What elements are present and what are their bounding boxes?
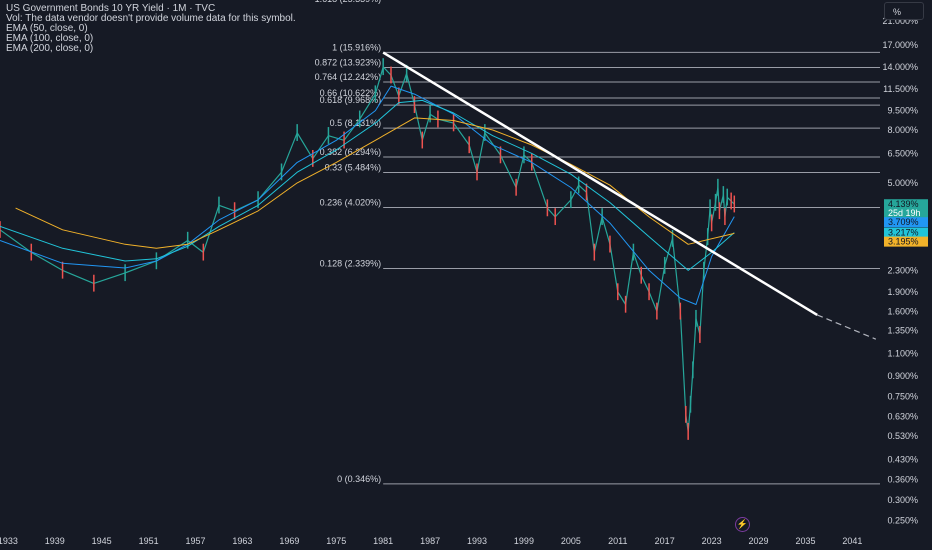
y-tick-label: 0.630% [887, 411, 918, 421]
y-tick-label: 0.900% [887, 371, 918, 381]
x-tick-label: 1963 [232, 536, 252, 546]
fib-label-5: 0.5 (8.131%) [330, 118, 382, 128]
y-tick-label: 0.430% [887, 454, 918, 464]
fib-label-1: 0.872 (13.923%) [315, 58, 382, 68]
y-tick-label: 17.000% [882, 40, 918, 50]
x-tick-label: 2011 [608, 536, 627, 546]
fib-label-6: 0.382 (6.294%) [320, 147, 382, 157]
x-tick-label: 1999 [514, 536, 534, 546]
last-value-tag: 3.195% [888, 237, 919, 247]
last-value-tag-bg [884, 199, 928, 210]
ema-series-2 [0, 99, 735, 271]
y-tick-label: 1.350% [887, 325, 918, 335]
fib-label-3: 0.66 (10.622%) [320, 88, 382, 98]
fib-label-2: 0.764 (12.242%) [315, 72, 382, 82]
fibonacci-retracement: 1 (15.916%) 0.872 (13.923%) 0.764 (12.242%… [315, 0, 880, 485]
last-value-tag-bg [884, 236, 928, 247]
x-tick-label: 1933 [0, 536, 18, 546]
y-tick-label: 14.000% [882, 62, 918, 72]
trendline-layer [382, 51, 877, 340]
fib-label-4: 0.618 (9.968%) [320, 95, 382, 105]
percent-scale-button[interactable]: % [884, 2, 924, 20]
x-tick-label: 1939 [45, 536, 65, 546]
y-tick-label: 0.360% [887, 474, 918, 484]
chart-legend: US Government Bonds 10 YR Yield · 1M · T… [6, 4, 296, 54]
y-tick-label: 0.750% [887, 392, 918, 402]
y-tick-label: 8.000% [887, 125, 918, 135]
last-value-tag-bg [884, 217, 928, 228]
series-layer [0, 58, 736, 440]
fib-label-0: 1 (15.916%) [332, 42, 381, 52]
x-tick-label: 1981 [373, 536, 393, 546]
x-tick-label: 1957 [185, 536, 205, 546]
fib-label-9: 0.128 (2.339%) [320, 259, 382, 269]
fib-label-8: 0.236 (4.020%) [320, 198, 382, 208]
y-tick-label: 1.100% [887, 349, 918, 359]
last-value-tag-bg [884, 208, 928, 219]
trendline-extension [816, 314, 877, 340]
x-tick-label: 1975 [326, 536, 346, 546]
fib-label-7: 0.33 (5.484%) [325, 163, 382, 173]
price-axis[interactable]: 21.000% 17.000% 14.000% 11.500% 9.500% 8.000%… [882, 16, 918, 525]
lightning-icon[interactable]: ⚡ [735, 517, 750, 532]
x-tick-label: 2035 [795, 536, 815, 546]
x-tick-label: 1993 [467, 536, 487, 546]
y-tick-label: 0.530% [887, 431, 918, 441]
last-value-tag-bg [884, 227, 928, 238]
fib-label-top: 1.618 (25.339%) [315, 0, 382, 4]
x-tick-label: 2005 [561, 536, 581, 546]
y-tick-label: 9.500% [887, 106, 918, 116]
fib-label-10: 0 (0.346%) [337, 474, 381, 484]
y-tick-label: 1.900% [887, 287, 918, 297]
x-tick-label: 1945 [92, 536, 112, 546]
y-tick-label: 11.500% [883, 84, 918, 94]
x-tick-label: 1969 [279, 536, 299, 546]
trendline [382, 51, 818, 316]
y-tick-label: 5.000% [887, 178, 918, 188]
y-tick-label: 0.300% [887, 495, 918, 505]
y-tick-label: 21.000% [882, 16, 918, 26]
x-tick-label: 1951 [139, 536, 159, 546]
y-tick-label: 1.600% [887, 306, 918, 316]
last-value-tag: 3.709% [888, 217, 919, 227]
ema-series-3 [15, 117, 735, 249]
x-tick-label: 2023 [702, 536, 722, 546]
ema-100-label[interactable]: EMA (100, close, 0) [6, 33, 94, 44]
symbol-title[interactable]: US Government Bonds 10 YR Yield · 1M · T… [6, 3, 216, 14]
y-tick-label: 6.500% [887, 148, 918, 158]
x-tick-label: 1987 [420, 536, 440, 546]
x-tick-label: 2029 [749, 536, 769, 546]
x-tick-label: 2017 [655, 536, 675, 546]
y-tick-label: 2.300% [887, 265, 918, 275]
last-value-tag: 25d 19h [888, 208, 921, 218]
x-tick-label: 2041 [842, 536, 862, 546]
ema-200-label[interactable]: EMA (200, close, 0) [6, 43, 94, 54]
time-axis[interactable]: 1933 1939 1945 1951 1957 1963 1969 1975 1981 1987… [0, 536, 862, 546]
y-tick-label: 0.250% [887, 516, 918, 526]
volume-note: Vol: The data vendor doesn't provide vol… [6, 13, 296, 24]
last-value-tag: 4.139% [888, 199, 919, 209]
ema-50-label[interactable]: EMA (50, close, 0) [6, 23, 88, 34]
last-value-tag: 3.217% [888, 228, 919, 238]
